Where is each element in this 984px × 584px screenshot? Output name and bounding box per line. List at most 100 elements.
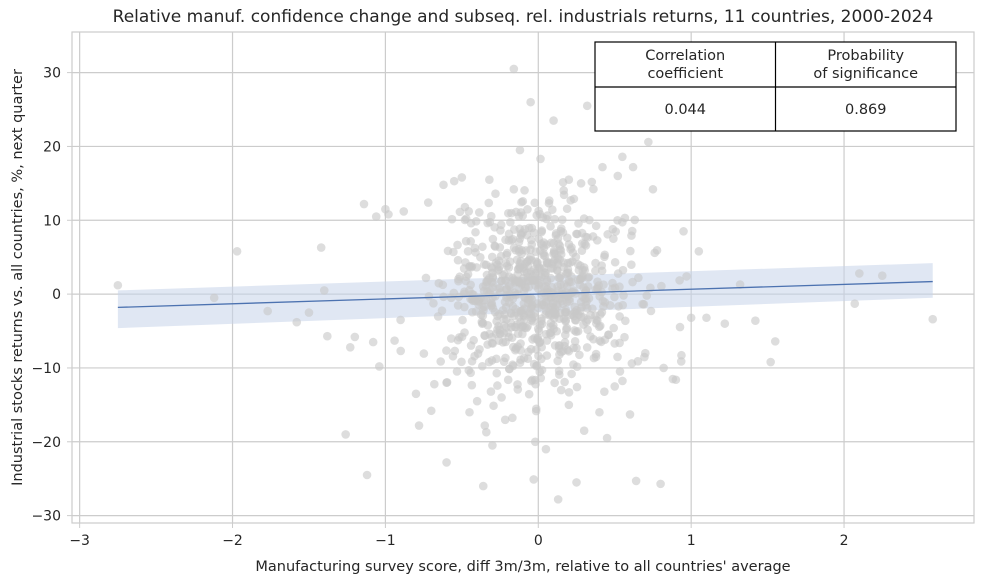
y-tick-label-1: −20 [31,435,61,451]
scatter-point-cloud-545 [580,239,589,249]
scatter-point-cloud-731 [534,278,544,288]
chart-title: Relative manuf. confidence change and su… [113,7,934,27]
scatter-point-cloud-255 [523,205,532,214]
scatter-point-6 [323,331,332,341]
scatter-point-54 [598,162,607,172]
scatter-point-49 [485,175,494,184]
scatter-point-47 [449,176,459,186]
scatter-point-cloud-409 [474,208,484,217]
scatter-point-cloud-682 [481,260,491,270]
scatter-point-cloud-262 [526,235,536,245]
scatter-point-53 [587,177,597,187]
scatter-point-cloud-320 [453,240,462,250]
scatter-point-24 [526,97,535,107]
scatter-point-cloud-750 [546,330,556,340]
scatter-point-36 [686,313,696,323]
scatter-point-cloud-450 [591,352,601,362]
scatter-point-cloud-717 [479,295,489,305]
scatter-point-62 [399,207,409,216]
scatter-point-56 [628,162,638,172]
scatter-point-cloud-609 [467,380,477,390]
scatter-point-76 [411,389,421,399]
scatter-point-cloud-525 [528,317,538,326]
scatter-point-cloud-713 [516,256,526,266]
scatter-point-30 [618,152,627,162]
scatter-point-cloud-347 [524,389,534,399]
scatter-point-46 [439,180,448,190]
regression-line-layer [117,280,933,309]
scatter-point-cloud-707 [580,289,590,298]
scatter-point-38 [735,280,745,289]
scatter-point-cloud-399 [446,334,456,343]
scatter-point-22 [480,421,490,430]
scatter-point-cloud-762 [483,275,493,285]
scatter-point-cloud-761 [540,270,550,280]
scatter-point-cloud-763 [490,241,499,251]
scatter-point-cloud-744 [534,303,543,313]
scatter-point-cloud-720 [498,270,507,280]
scatter-point-cloud-81 [483,218,492,228]
scatter-point-9 [350,332,360,342]
scatter-point-2 [232,246,242,256]
scatter-point-cloud-643 [513,385,523,394]
scatter-point-78 [579,426,589,436]
scatter-point-cloud-413 [500,297,510,307]
scatter-point-cloud-597 [506,217,515,227]
scatter-point-cloud-273 [499,357,509,367]
scatter-point-cloud-748 [496,226,505,235]
scatter-point-cloud-759 [528,375,537,385]
scatter-point-35 [682,272,691,281]
scatter-point-cloud-566 [588,304,597,313]
scatter-point-cloud-766 [480,331,490,341]
scatter-point-26 [530,437,540,447]
scatter-point-11 [362,470,372,480]
scatter-point-33 [656,479,665,489]
scatter-point-cloud-667 [526,245,535,254]
scatter-point-cloud-319 [591,258,600,268]
table-header-line-0-1: coefficient [647,66,723,82]
y-axis-ticks: −30 −20 −10 0 10 20 30 [31,66,72,525]
scatter-point-cloud-739 [454,276,463,286]
scatter-point-61 [371,212,381,221]
y-tick-label-3: 0 [52,287,61,303]
scatter-point-cloud-284 [453,255,463,265]
scatter-point-cloud-688 [564,268,573,277]
scatter-point-cloud-708 [550,378,559,388]
scatter-point-80 [442,378,451,388]
scatter-point-cloud-764 [520,323,529,333]
scatter-point-cloud-96 [493,381,502,390]
scatter-point-cloud-54 [630,215,640,225]
scatter-point-cloud-266 [509,184,519,194]
scatter-point-cloud-649 [550,290,559,299]
scatter-point-cloud-700 [565,294,574,304]
scatter-point-cloud-20 [610,257,620,267]
scatter-point-cloud-679 [608,224,618,234]
scatter-point-cloud-752 [536,154,545,164]
scatter-point-cloud-507 [583,325,592,335]
scatter-point-cloud-685 [449,247,458,257]
scatter-point-cloud-245 [591,221,601,231]
scatter-point-cloud-354 [558,215,567,224]
scatter-point-23 [482,427,491,437]
scatter-point-71 [595,407,604,417]
scatter-point-17 [414,421,424,430]
scatter-point-cloud-415 [507,333,517,343]
scatter-point-cloud-737 [560,377,569,387]
scatter-point-cloud-703 [523,298,533,308]
scatter-point-cloud-110 [626,246,635,256]
scatter-point-cloud-51 [609,234,618,244]
scatter-point-58 [460,202,470,212]
scatter-point-1 [209,293,219,303]
x-axis-ticks: −3 −2 −1 0 1 2 [69,523,849,549]
scatter-point-cloud-624 [462,272,471,282]
table-header-line-1-1: of significance [813,66,918,82]
scatter-point-81 [488,441,497,450]
scatter-point-cloud-715 [516,339,525,348]
scatter-point-cloud-510 [539,264,549,273]
scatter-point-cloud-596 [532,361,541,371]
table-value-probability: 0.869 [845,102,887,118]
scatter-point-cloud-769 [547,282,557,292]
scatter-points [113,64,938,504]
scatter-point-cloud-730 [549,257,558,267]
